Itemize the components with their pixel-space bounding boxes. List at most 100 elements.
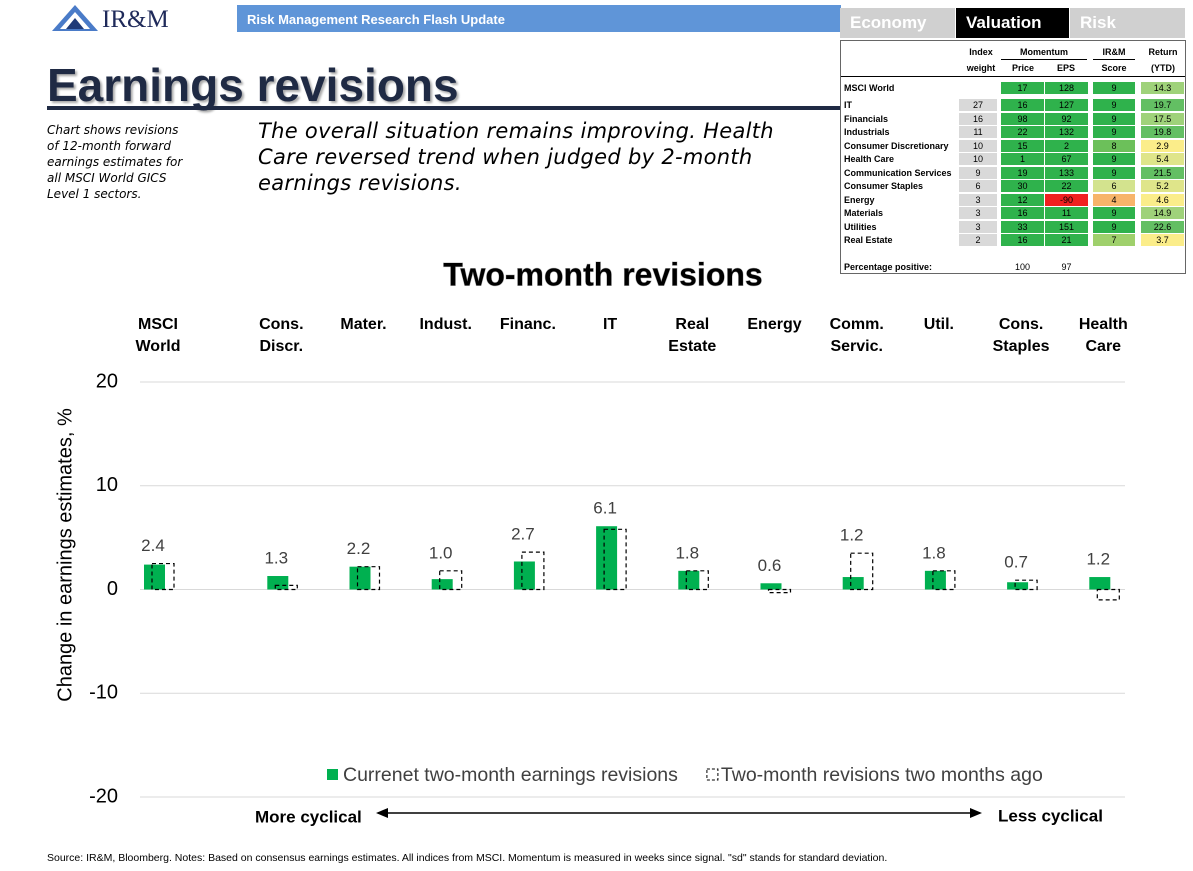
table-cell: 16	[1001, 207, 1044, 219]
y-tick-label: -20	[89, 785, 118, 807]
header-rule	[1001, 59, 1087, 60]
bar	[760, 583, 782, 590]
bar-previous	[685, 570, 709, 591]
table-cell: 9	[1093, 82, 1135, 94]
bar	[924, 570, 946, 590]
legend-swatch	[706, 768, 719, 781]
value-label: 2.7	[511, 525, 535, 544]
table-cell: 16	[959, 112, 997, 125]
table-cell: 7	[1093, 234, 1135, 246]
table-cell: 3	[959, 220, 997, 233]
tab[interactable]: Economy	[840, 8, 955, 38]
y-tick-label: 20	[96, 370, 118, 392]
table-cell: 17	[1001, 82, 1044, 94]
logo-icon	[52, 5, 98, 31]
legend-swatch	[327, 769, 338, 780]
table-cell: 30	[1001, 180, 1044, 192]
table-cell: 3	[959, 207, 997, 219]
table-cell: 3.7	[1141, 234, 1184, 246]
x-category-label: Indust.	[419, 316, 472, 333]
table-cell: 19	[1001, 166, 1044, 179]
row-name: Utilities	[844, 221, 877, 232]
table-cell: 10	[959, 153, 997, 165]
table-header: Momentum	[1020, 47, 1068, 57]
table-cell: 5.2	[1141, 180, 1184, 192]
footer-label: Percentage positive:	[844, 262, 933, 272]
value-label: 6.1	[593, 499, 617, 518]
tab[interactable]: Risk	[1070, 8, 1185, 38]
bar-previous	[603, 528, 627, 591]
bar	[678, 570, 700, 590]
table-cell: 9	[1093, 112, 1135, 125]
table-cell: 6	[1093, 180, 1135, 192]
table-header: weight	[966, 63, 996, 73]
table-cell: 2	[1045, 139, 1088, 152]
value-label: 1.2	[840, 526, 864, 545]
row-name: Consumer Discretionary	[844, 140, 949, 151]
table-cell: 14.3	[1141, 82, 1184, 94]
bar-previous	[274, 584, 298, 591]
logo-text: IR&M	[102, 6, 169, 33]
bar	[267, 576, 289, 590]
bar-previous	[1096, 588, 1120, 601]
table-cell: 22.6	[1141, 220, 1184, 233]
bar	[144, 564, 165, 590]
tabs: Economy Valuation Risk	[840, 8, 1185, 38]
table-cell: 9	[1093, 126, 1135, 138]
x-category-label: Real Estate	[668, 316, 717, 355]
summary: The overall situation remains improving.…	[258, 119, 774, 195]
bar-previous	[932, 570, 956, 591]
table-cell: 14.9	[1141, 207, 1184, 219]
table-cell: 5.4	[1141, 153, 1184, 165]
x-category-label: Cons. Staples	[992, 316, 1050, 355]
x-category-label: Util.	[923, 316, 954, 333]
table-header: Price	[1011, 63, 1035, 73]
banner: Risk Management Research Flash Update	[237, 5, 841, 32]
table-header: Return	[1148, 47, 1178, 57]
table-cell	[959, 82, 997, 94]
table-header: Score	[1101, 63, 1127, 73]
row-name: Communication Services	[844, 167, 952, 178]
side-note: Chart shows revisions of 12-month forwar…	[47, 123, 183, 201]
bar	[842, 577, 864, 590]
table-cell: 9	[1093, 220, 1135, 233]
bar-previous	[850, 552, 874, 591]
table-cell: 6	[959, 180, 997, 192]
x-category-label: Energy	[747, 316, 802, 333]
table-cell: 19.8	[1141, 126, 1184, 138]
value-label: 1.2	[1086, 550, 1110, 569]
x-category-label: Financ.	[499, 316, 556, 333]
table-cell: 2.9	[1141, 139, 1184, 152]
y-tick-label: 10	[96, 474, 118, 496]
table-cell: 19.7	[1141, 99, 1184, 111]
value-label: 1.8	[922, 543, 946, 562]
y-tick-label: -10	[89, 682, 118, 704]
x-category-label: Health Care	[1078, 316, 1128, 355]
footer-cell: 100	[1014, 262, 1031, 272]
row-name: Health Care	[844, 154, 895, 164]
table-cell: 4	[1093, 193, 1135, 206]
valuation-table: Index Momentum IR&M Return weight Price EPS Sco…	[840, 40, 1186, 274]
table-cell: 128	[1045, 82, 1088, 94]
arrow-head	[376, 808, 388, 818]
title-rule	[47, 106, 845, 110]
table-cell: 15	[1001, 139, 1044, 152]
table-cell: 9	[1093, 99, 1135, 111]
table-cell: 11	[1045, 207, 1088, 219]
bar-previous	[356, 566, 381, 591]
y-axis-title: Change in earnings estimates, %	[54, 408, 76, 702]
row-name: Materials	[844, 208, 884, 218]
value-label: 1.8	[675, 543, 699, 562]
table-cell: 67	[1045, 153, 1088, 165]
bar-previous	[521, 551, 545, 591]
table-cell: 3	[959, 193, 997, 206]
tab[interactable]: Valuation	[956, 8, 1069, 38]
table-cell: 9	[1093, 207, 1135, 219]
row-name: Energy	[844, 194, 875, 205]
table-cell: 127	[1045, 99, 1088, 111]
bar	[596, 526, 618, 590]
table-cell: 17.5	[1141, 112, 1184, 125]
source-note: Source: IR&M, Bloomberg. Notes: Based on…	[47, 852, 887, 864]
